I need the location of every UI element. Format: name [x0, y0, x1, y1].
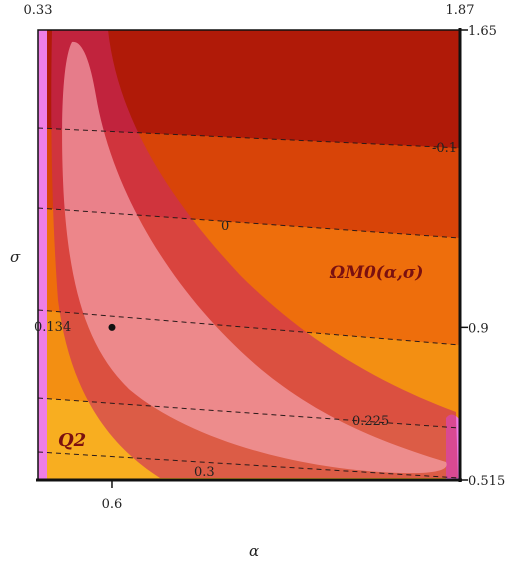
x-top-edge-label: 1.87: [446, 3, 475, 18]
x-axis-title: α: [249, 542, 259, 560]
contour-line: [38, 127, 460, 149]
axis-ticks: 0.6 0.33 1.87 1.65 0.9 0.515: [24, 3, 506, 512]
best-fit-point: [108, 323, 116, 331]
contour-line: [38, 397, 460, 429]
plot-area: [38, 30, 460, 480]
y-tick-label: 0.515: [468, 474, 505, 489]
contour-line: [38, 309, 460, 346]
x-top-edge-label: 0.33: [24, 3, 53, 18]
contour-label: 0.225: [352, 414, 389, 429]
contour-line: [38, 207, 460, 239]
contour-line: [38, 451, 460, 479]
contour-label: 0.3: [194, 465, 215, 480]
y-tick-label: 0.9: [468, 321, 489, 336]
region-label: Q2: [58, 430, 86, 451]
contour-label: -0.1: [432, 141, 457, 156]
inner-confidence-region: [62, 41, 447, 474]
edge-shade-left: [38, 30, 47, 480]
y-axis-title: σ: [10, 248, 21, 266]
function-label: ΩM0(α,σ): [329, 263, 423, 283]
x-tick-label: 0.6: [102, 497, 123, 512]
band-level-5: [38, 30, 460, 148]
y-tick-label: 1.65: [468, 24, 497, 39]
contour-label: 0.134: [34, 320, 71, 335]
contour-label: 0: [221, 219, 229, 234]
